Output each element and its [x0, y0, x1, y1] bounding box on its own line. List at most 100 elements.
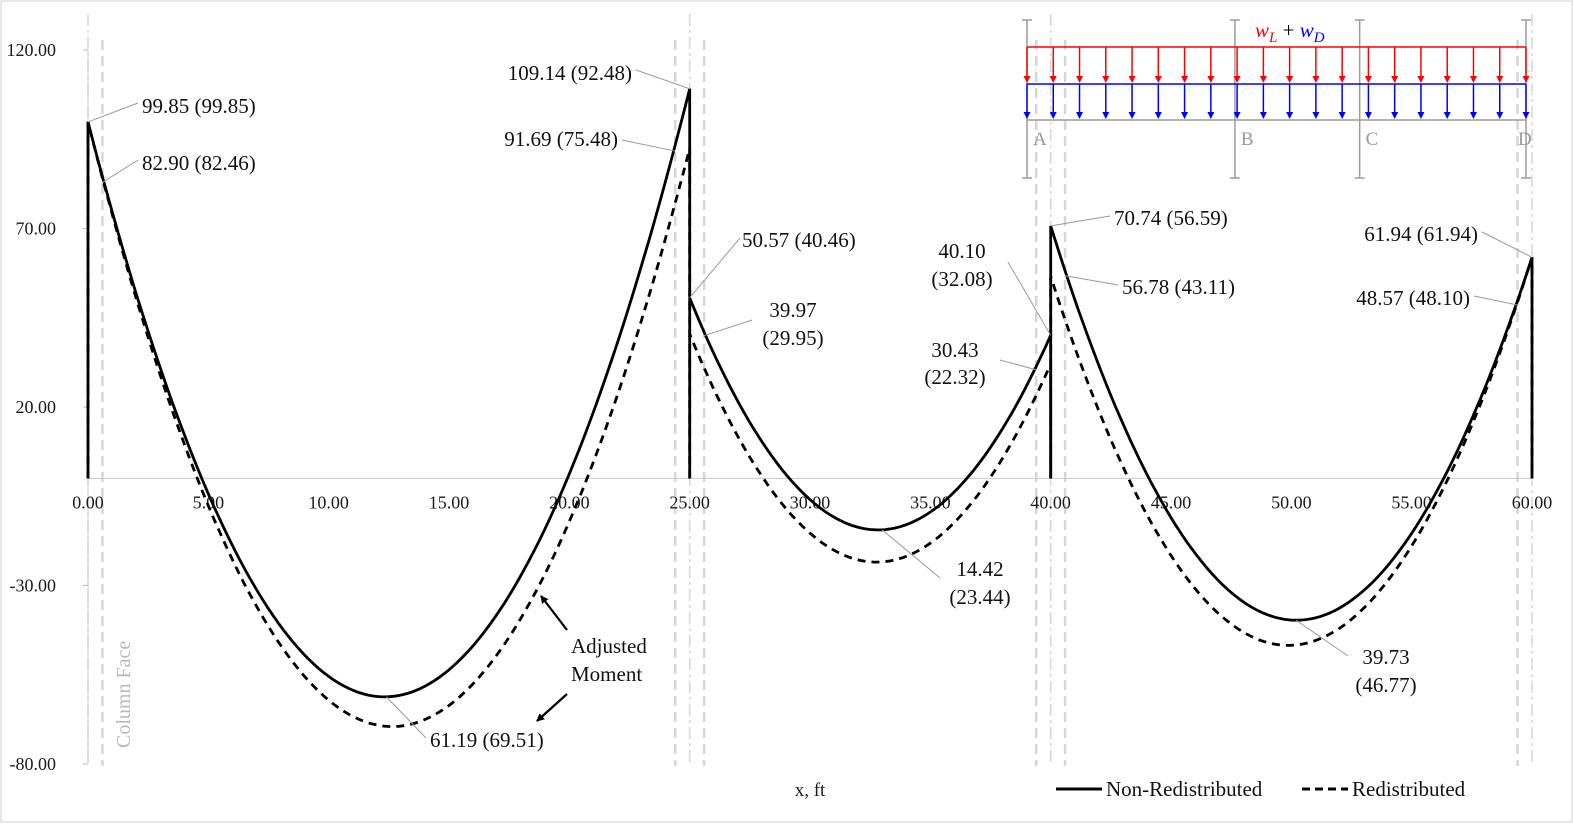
- dead-load-arrowhead: [1391, 112, 1399, 119]
- moment-annotations: 99.85 (99.85) 82.90 (82.46) 109.14 (92.48)…: [87, 61, 1533, 752]
- x-axis-title: x, ft: [795, 780, 826, 801]
- dead-load-arrowhead: [1364, 112, 1372, 119]
- moment-annotation: 109.14 (92.48): [508, 61, 632, 85]
- x-tick-label: 55.00: [1391, 492, 1432, 512]
- adjusted-arrow-up: [540, 595, 568, 631]
- x-tick-label: 35.00: [910, 492, 951, 512]
- moment-annotation: 50.57 (40.46): [742, 228, 856, 252]
- moment-annotation-paren: (29.95): [762, 326, 823, 350]
- live-load-arrowhead: [1023, 76, 1031, 83]
- column-face-label: Column Face: [113, 641, 135, 748]
- dead-load-arrowhead: [1128, 112, 1136, 119]
- live-load-arrowhead: [1076, 76, 1084, 83]
- annotation-leader: [1007, 261, 1052, 336]
- adjusted-moment-line2: Moment: [571, 662, 642, 686]
- moment-annotation: 91.69 (75.48): [504, 127, 618, 151]
- annotation-leader: [703, 319, 753, 337]
- dead-load-arrowhead: [1154, 112, 1162, 119]
- live-load-arrowhead: [1233, 76, 1241, 83]
- y-tick-label: -80.00: [10, 754, 57, 774]
- live-load-arrowhead: [1181, 76, 1189, 83]
- annotation-leader: [881, 529, 941, 579]
- annotation-leader: [1473, 295, 1518, 306]
- x-tick-label: 50.00: [1271, 492, 1312, 512]
- moment-annotation-paren: (46.77): [1355, 673, 1416, 697]
- y-tick-label: 70.00: [16, 219, 57, 239]
- live-load-arrowhead: [1286, 76, 1294, 83]
- annotation-leader: [1295, 619, 1349, 657]
- dead-load-arrowhead: [1312, 112, 1320, 119]
- live-load-arrowhead: [1522, 76, 1530, 83]
- moment-annotation: 70.74 (56.59): [1114, 206, 1228, 230]
- moment-annotation: 39.73: [1362, 645, 1409, 669]
- moment-annotation: 30.43: [931, 338, 978, 362]
- adjusted-moment-callout: Adjusted Moment: [536, 595, 647, 722]
- x-tick-label: 40.00: [1030, 492, 1071, 512]
- dead-load-arrowhead: [1102, 112, 1110, 119]
- dead-load-arrowhead: [1207, 112, 1215, 119]
- dead-load-arrowhead: [1023, 112, 1031, 119]
- y-tick-label: 20.00: [16, 397, 57, 417]
- live-load-arrowhead: [1207, 76, 1215, 83]
- dead-load-arrowhead: [1443, 112, 1451, 119]
- moment-annotation: 61.94 (61.94): [1364, 222, 1478, 246]
- adjusted-moment-line1: Adjusted: [571, 634, 647, 658]
- series-line-non-redistributed: [86, 88, 1534, 699]
- annotation-leader: [102, 159, 139, 183]
- inset-support-letter: B: [1241, 129, 1254, 150]
- legend: Non-Redistributed Redistributed: [1056, 777, 1466, 801]
- annotation-leader: [621, 139, 676, 152]
- x-tick-labels: 0.00 5.00 10.00 15.00 20.00 25.00 30.00 35.00 40…: [72, 492, 1552, 512]
- annotation-leader: [689, 237, 741, 299]
- live-load-arrowhead: [1496, 76, 1504, 83]
- dead-load-subscript: D: [1313, 30, 1325, 46]
- live-load-arrowhead: [1128, 76, 1136, 83]
- moment-annotation: 48.57 (48.10): [1356, 286, 1470, 310]
- moment-annotation: 82.90 (82.46): [142, 151, 256, 175]
- inset-support-letter: A: [1033, 129, 1047, 150]
- moment-annotation: 61.19 (69.51): [430, 728, 544, 752]
- inset-support-letter: D: [1518, 129, 1532, 150]
- legend-label-redistributed: Redistributed: [1352, 777, 1466, 801]
- moment-annotation: 56.78 (43.11): [1122, 275, 1235, 299]
- live-load-arrowhead: [1364, 76, 1372, 83]
- live-load-arrowhead: [1049, 76, 1057, 83]
- live-load-arrowhead: [1391, 76, 1399, 83]
- load-label: wL + wD: [1255, 18, 1325, 46]
- moment-annotation: 40.10: [938, 239, 985, 263]
- dead-load-arrowhead: [1049, 112, 1057, 119]
- dead-load-symbol: w: [1300, 18, 1314, 42]
- dead-load-arrowhead: [1233, 112, 1241, 119]
- live-load-arrowhead: [1102, 76, 1110, 83]
- series-line-redistributed: [86, 121, 1534, 728]
- live-load-symbol: w: [1255, 18, 1269, 42]
- y-tick-label: 120.00: [7, 40, 57, 60]
- dead-load-arrowhead: [1076, 112, 1084, 119]
- moment-annotation: 39.97: [769, 298, 816, 322]
- x-tick-label: 15.00: [429, 492, 470, 512]
- x-tick-label: 25.00: [669, 492, 710, 512]
- x-tick-label: 10.00: [308, 492, 349, 512]
- dead-load-arrowhead: [1417, 112, 1425, 119]
- x-tick-label: 60.00: [1512, 492, 1553, 512]
- load-plus-sign: +: [1277, 18, 1299, 42]
- live-load-arrowhead: [1154, 76, 1162, 83]
- dead-load-arrowhead: [1338, 112, 1346, 119]
- live-load-arrowhead: [1259, 76, 1267, 83]
- live-load-arrowhead: [1443, 76, 1451, 83]
- legend-label-non-redistributed: Non-Redistributed: [1106, 777, 1263, 801]
- x-tick-label: 0.00: [72, 492, 104, 512]
- annotation-leader: [635, 69, 690, 90]
- dead-load-arrowhead: [1522, 112, 1530, 119]
- annotation-leader: [87, 102, 139, 123]
- live-load-arrowhead: [1417, 76, 1425, 83]
- moment-annotation-paren: (32.08): [931, 267, 992, 291]
- annotation-leader: [386, 696, 427, 739]
- adjusted-arrow-down: [536, 693, 568, 722]
- live-load-arrowhead: [1469, 76, 1477, 83]
- moment-annotation: 99.85 (99.85): [142, 94, 256, 118]
